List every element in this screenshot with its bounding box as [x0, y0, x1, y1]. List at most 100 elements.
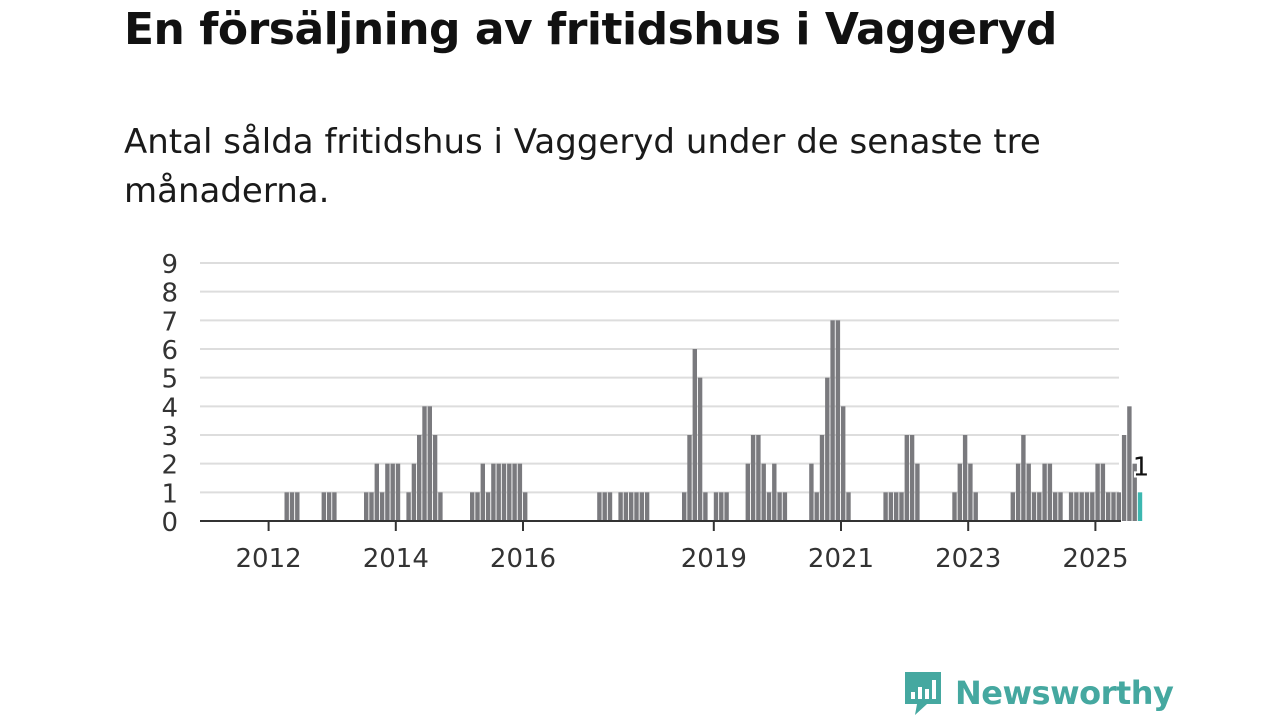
bar: [289, 492, 295, 521]
bar: [395, 463, 401, 521]
bar: [883, 492, 888, 521]
highlight-value-label: 1: [1133, 452, 1150, 482]
bar: [809, 463, 814, 521]
bar: [719, 492, 724, 521]
y-tick-label: 9: [161, 250, 178, 280]
bar: [644, 492, 650, 521]
bar: [1010, 492, 1015, 521]
bar: [523, 492, 528, 521]
bar: [841, 406, 846, 521]
x-tick-label: 2014: [363, 544, 429, 574]
x-tick-label: 2019: [681, 544, 747, 574]
data-labels: 1: [1131, 450, 1152, 484]
y-tick-label: 8: [161, 279, 178, 309]
bar: [485, 492, 491, 521]
y-tick-label: 7: [161, 307, 178, 337]
bar: [835, 320, 841, 521]
bar: [284, 492, 289, 521]
bar: [904, 435, 909, 521]
y-tick-label: 0: [161, 508, 178, 538]
x-axis-tick-labels: 2012 2014 2016 2019 2021 2023 2025: [236, 521, 1128, 574]
bar: [1074, 492, 1079, 521]
bar: [713, 492, 719, 521]
bar: [894, 492, 899, 521]
bar: [952, 492, 957, 521]
bar: [962, 435, 968, 521]
bar: [1021, 435, 1026, 521]
bar: [682, 492, 687, 521]
bar: [326, 492, 332, 521]
bar: [374, 463, 379, 521]
bar: [512, 463, 517, 521]
bar: [968, 463, 973, 521]
bar: [427, 406, 432, 521]
bar: [507, 463, 512, 521]
chart-subtitle: Antal sålda fritidshus i Vaggeryd under …: [124, 122, 1041, 211]
bar: [957, 463, 962, 521]
y-tick-label: 4: [161, 393, 178, 423]
bar: [819, 435, 825, 521]
bar: [295, 492, 300, 521]
x-tick-label: 2021: [808, 544, 874, 574]
bar: [692, 349, 697, 521]
bar: [1132, 463, 1137, 521]
bar: [1121, 435, 1127, 521]
bar: [417, 435, 422, 521]
bar: [899, 492, 904, 521]
bar: [517, 463, 523, 521]
bar: [1079, 492, 1084, 521]
bar: [390, 463, 395, 521]
bar: [1047, 463, 1053, 521]
bar: [1053, 492, 1058, 521]
y-tick-label: 1: [161, 479, 178, 509]
bar: [814, 492, 819, 521]
bar: [756, 435, 761, 521]
bar: [623, 492, 629, 521]
bar: [1106, 492, 1111, 521]
bar: [629, 492, 634, 521]
bar: [607, 492, 613, 521]
bar: [332, 492, 337, 521]
bar: [1100, 463, 1106, 521]
brand-name: Newsworthy: [955, 674, 1174, 712]
bar: [772, 463, 777, 521]
highlighted-bar: [1137, 492, 1143, 521]
bar: [825, 377, 830, 521]
bar: [1026, 463, 1031, 521]
bar: [724, 492, 729, 521]
x-tick-label: 2023: [935, 544, 1001, 574]
bar: [750, 435, 756, 521]
bar: [639, 492, 644, 521]
bar: [406, 492, 411, 521]
grid-lines: [200, 262, 1119, 494]
bar: [369, 492, 374, 521]
bar: [697, 377, 703, 521]
x-tick-label: 2025: [1062, 544, 1128, 574]
bar: [496, 463, 501, 521]
chart-title: En försäljning av fritidshus i Vaggeryd: [124, 4, 1057, 55]
bar: [830, 320, 835, 521]
bar: [1116, 492, 1121, 521]
bar: [1095, 463, 1100, 521]
bar: [703, 492, 708, 521]
bar: [379, 492, 385, 521]
bar: [321, 492, 326, 521]
bar: [973, 492, 978, 521]
bar-series: [284, 320, 1143, 521]
bar: [909, 435, 915, 521]
bar: [470, 492, 475, 521]
newsworthy-bar-chart-logo-icon: [905, 672, 941, 715]
x-tick-label: 2016: [490, 544, 556, 574]
bar: [634, 492, 639, 521]
bar: [1127, 406, 1132, 521]
bar: [745, 463, 750, 521]
bar: [766, 492, 772, 521]
y-tick-label: 6: [161, 336, 178, 366]
bar: [480, 463, 485, 521]
bar: [1031, 492, 1037, 521]
bar: [501, 463, 507, 521]
bar: [1037, 492, 1042, 521]
y-tick-label: 2: [161, 451, 178, 481]
bar: [411, 463, 417, 521]
